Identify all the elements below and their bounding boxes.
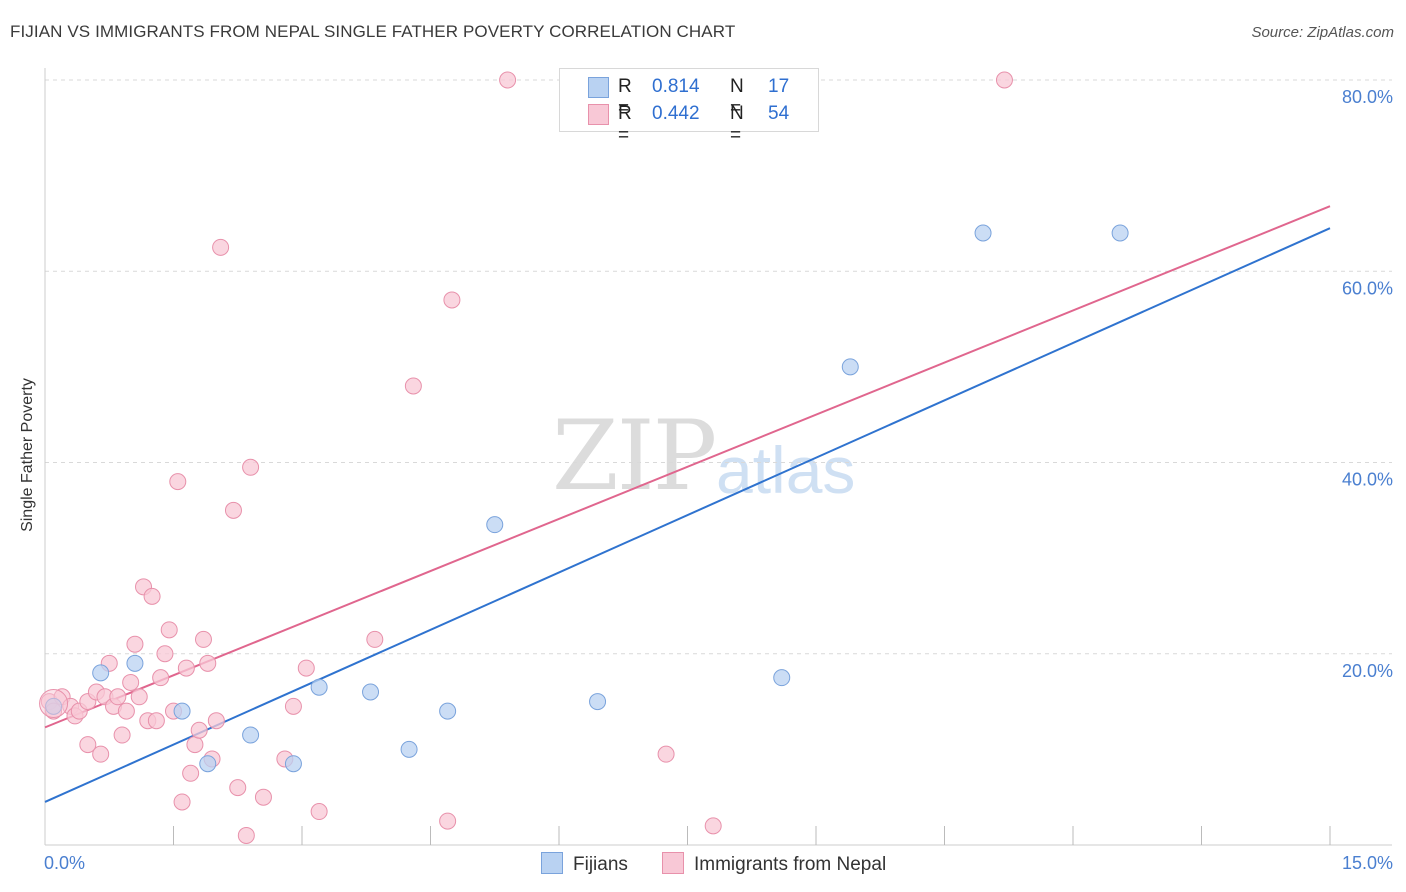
fijian-point (1111, 224, 1129, 242)
chart-title: FIJIAN VS IMMIGRANTS FROM NEPAL SINGLE F… (10, 22, 736, 41)
y-tick-label: 40.0% (1342, 470, 1393, 490)
nepal-point (657, 745, 675, 763)
nepal-point (499, 71, 517, 89)
n-label: N = (730, 76, 744, 119)
nepal-point (117, 702, 135, 720)
fijian-point (284, 755, 302, 773)
r-value: 0.442 (652, 103, 700, 124)
nepal-point (254, 788, 272, 806)
nepal-point (310, 803, 328, 821)
data-points (39, 71, 1129, 844)
nepal-point (182, 764, 200, 782)
nepal-point (237, 826, 255, 844)
y-tick-label: 20.0% (1342, 661, 1393, 681)
r-label: R = (618, 76, 632, 119)
nepal-point (147, 712, 165, 730)
nepal-point (126, 635, 144, 653)
fijian-point (974, 224, 992, 242)
nepal-trend-line (44, 205, 1331, 729)
grid-lines (45, 79, 1392, 655)
nepal-point (190, 721, 208, 739)
nepal-point (173, 793, 191, 811)
n-value: 54 (768, 103, 790, 124)
n-value: 17 (768, 76, 790, 97)
nepal-point (122, 673, 140, 691)
fijian-point (400, 740, 418, 758)
nepal-point (242, 458, 260, 476)
nepal-point (995, 71, 1013, 89)
x-tick-label: 15.0% (1342, 853, 1393, 873)
nepal-point (224, 501, 242, 519)
nepal-point (443, 291, 461, 309)
fijian-point (310, 678, 328, 696)
nepal-point (229, 779, 247, 797)
nepal-point (169, 473, 187, 491)
nepal-point (366, 630, 384, 648)
y-tick-label: 80.0% (1342, 87, 1393, 107)
n-label: N = (730, 103, 744, 146)
fijians-legend-label: Fijians (573, 854, 628, 875)
nepal-legend-label: Immigrants from Nepal (694, 854, 887, 875)
fijian-point (199, 755, 217, 773)
fijian-point (773, 669, 791, 687)
nepal-point (143, 587, 161, 605)
r-label: R = (618, 103, 632, 146)
nepal-point (130, 688, 148, 706)
nepal-point (199, 654, 217, 672)
nepal-point (152, 669, 170, 687)
fijian-point (92, 664, 110, 682)
fijian-point (242, 726, 260, 744)
stats-legend: R = 0.814 N = 17 R = 0.442 N = 54 (559, 68, 819, 146)
axes (44, 68, 1392, 846)
nepal-point (704, 817, 722, 835)
watermark-zip: ZIP (552, 400, 717, 512)
fijians-legend-swatch (541, 852, 563, 874)
nepal-point (212, 238, 230, 256)
nepal-point (439, 812, 457, 830)
nepal-point (194, 630, 212, 648)
source-credit: Source: ZipAtlas.com (1251, 24, 1394, 41)
nepal-point (156, 645, 174, 663)
nepal-point (79, 736, 97, 754)
nepal-point (177, 659, 195, 677)
fijians-swatch (588, 77, 609, 98)
fijian-point (126, 654, 144, 672)
fijian-point (486, 516, 504, 534)
nepal-point (92, 745, 110, 763)
y-tick-label: 60.0% (1342, 278, 1393, 298)
tick-labels: 20.0% 40.0% 60.0% 80.0% 0.0% 15.0% (44, 87, 1393, 873)
nepal-point (113, 726, 131, 744)
nepal-point (186, 736, 204, 754)
fijian-point (841, 358, 859, 376)
nepal-legend-swatch (662, 852, 684, 874)
nepal-swatch (588, 104, 609, 125)
nepal-point (297, 659, 315, 677)
nepal-point (284, 697, 302, 715)
legend-item-nepal: Immigrants from Nepal (662, 852, 886, 876)
fijian-point (439, 702, 457, 720)
trend-lines (44, 205, 1331, 803)
legend-item-fijians: Fijians (541, 852, 628, 876)
fijians-trend-line (44, 227, 1331, 803)
nepal-point (160, 621, 178, 639)
nepal-cluster-point (39, 688, 69, 718)
nepal-point (207, 712, 225, 730)
x-tick-label: 0.0% (44, 853, 85, 873)
r-value: 0.814 (652, 76, 700, 97)
fijian-point (589, 693, 607, 711)
fijian-point (362, 683, 380, 701)
nepal-point (404, 377, 422, 395)
fijian-point (173, 702, 191, 720)
nepal-point (109, 688, 127, 706)
